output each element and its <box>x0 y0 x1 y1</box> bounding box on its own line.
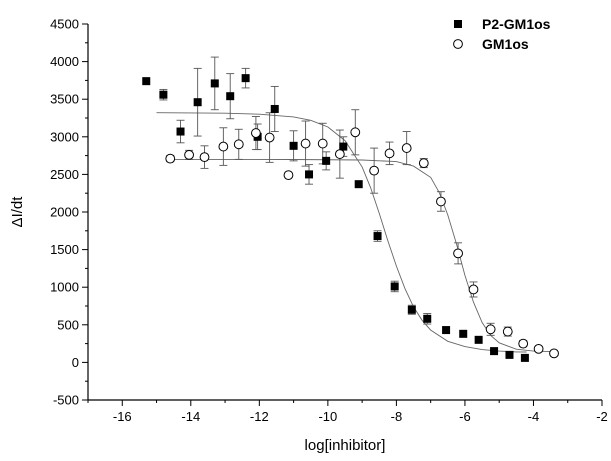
p2-gm1os-point <box>159 90 168 99</box>
p2-gm1os-point <box>373 232 382 241</box>
p2-gm1os-point <box>193 98 202 107</box>
gm1os-point <box>436 196 446 207</box>
legend-label-p2-gm1os: P2-GM1os <box>482 16 551 32</box>
gm1os-point <box>453 248 463 259</box>
p2-gm1os-point <box>176 127 185 136</box>
p2-gm1os-point <box>289 141 298 150</box>
gm1os-point <box>251 128 261 138</box>
legend: P2-GM1os GM1os <box>453 16 551 52</box>
p2-gm1os-point <box>226 92 235 101</box>
x-tick-label: -14 <box>181 409 200 424</box>
y-tick-label: 4500 <box>50 17 79 32</box>
legend-label-gm1os: GM1os <box>482 36 529 52</box>
p2-gm1os-point <box>407 305 416 314</box>
data-markers <box>142 74 559 362</box>
p2-gm1os-point <box>354 180 363 189</box>
p2-gm1os-point <box>442 326 451 335</box>
gm1os-point <box>350 127 361 138</box>
p2-gm1os-point <box>505 350 514 359</box>
y-tick-label: 500 <box>57 317 79 332</box>
x-axis-label: log[inhibitor] <box>305 437 386 454</box>
x-tick-label: -12 <box>250 409 269 424</box>
x-tick-label: -16 <box>113 409 132 424</box>
gm1os-point <box>218 141 229 152</box>
gm1os-point <box>384 148 395 159</box>
gm1os-point <box>334 149 345 159</box>
p2-gm1os-point <box>305 170 314 179</box>
gm1os-point <box>199 152 210 163</box>
gm1os-point <box>184 149 194 160</box>
p2-gm1os-point <box>142 77 151 86</box>
gm1os-point <box>165 153 176 164</box>
x-tick-label: -4 <box>528 409 540 424</box>
y-tick-label: 3000 <box>50 129 79 144</box>
x-tick-label: -2 <box>596 409 608 424</box>
gm1os-point <box>317 138 328 149</box>
y-axis-label: ΔI/dt <box>9 196 26 228</box>
legend-marker-p2-gm1os <box>454 20 462 28</box>
p2-gm1os-point <box>270 104 279 113</box>
y-tick-label: 2000 <box>50 205 79 220</box>
gm1os-point <box>502 326 513 337</box>
p2-gm1os-point <box>520 353 529 362</box>
p2-gm1os-point <box>423 314 432 323</box>
gm1os-point <box>549 348 559 359</box>
error-bars <box>159 56 559 357</box>
y-tick-label: 1000 <box>50 280 79 295</box>
gm1os-point <box>283 170 294 181</box>
gm1os-point <box>533 343 544 354</box>
x-tick-label: -10 <box>318 409 337 424</box>
y-tick-label: 4000 <box>50 54 79 69</box>
p2-gm1os-point <box>322 156 331 165</box>
p2-gm1os-point <box>490 347 499 356</box>
x-tick-label: -8 <box>391 409 403 424</box>
gm1os-point <box>300 138 311 149</box>
y-tick-label: 1500 <box>50 242 79 257</box>
gm1os-fit-line <box>170 158 555 353</box>
y-tick-label: -500 <box>53 393 79 408</box>
gm1os-point <box>518 338 529 349</box>
p2-gm1os-fit-line <box>156 112 527 353</box>
p2-gm1os-point <box>210 79 219 88</box>
p2-gm1os-point <box>390 282 399 291</box>
y-tick-label: 0 <box>72 355 79 370</box>
gm1os-point <box>401 143 412 153</box>
y-tick-label: 3500 <box>50 92 79 107</box>
p2-gm1os-point <box>474 335 483 344</box>
gm1os-point <box>468 284 479 295</box>
gm1os-point <box>485 324 496 335</box>
axes: -16 -14 -12 -10 -8 -6 -4 -2 -500 0 500 1000 1500 2000… <box>50 17 608 425</box>
x-tick-label: -6 <box>459 409 471 424</box>
p2-gm1os-point <box>459 329 468 338</box>
y-tick-label: 2500 <box>50 167 79 182</box>
gm1os-point <box>264 132 275 143</box>
p2-gm1os-point <box>241 74 250 83</box>
gm1os-point <box>233 139 244 150</box>
legend-marker-gm1os <box>453 39 463 49</box>
gm1os-point <box>369 165 380 176</box>
gm1os-point <box>418 158 429 169</box>
p2-gm1os-point <box>339 142 348 151</box>
fit-curves <box>156 112 555 353</box>
